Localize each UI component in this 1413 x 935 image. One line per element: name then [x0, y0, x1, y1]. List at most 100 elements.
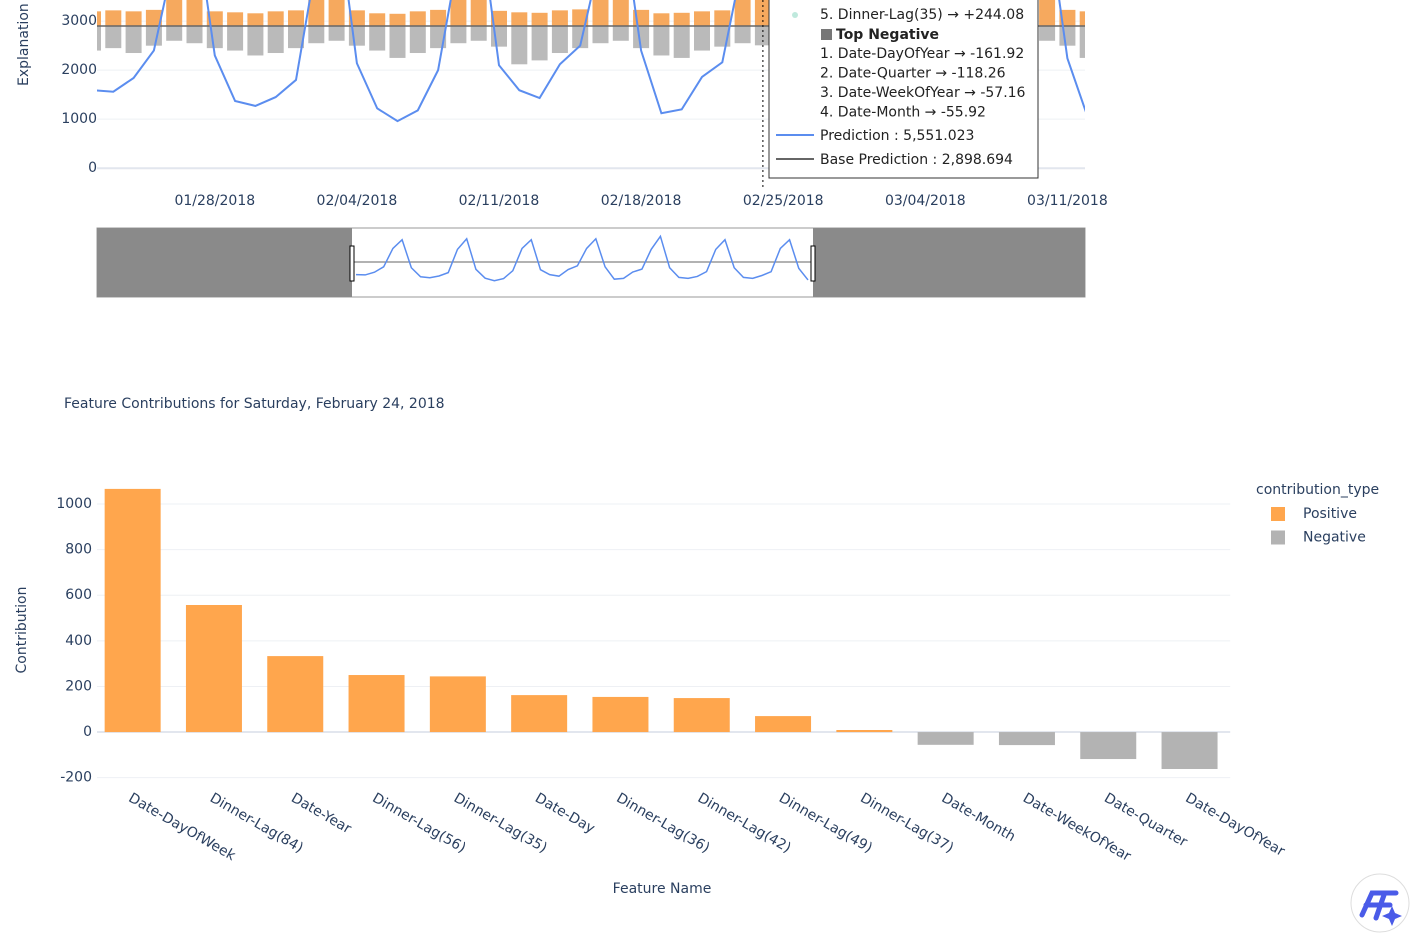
contribution-bar — [531, 12, 548, 27]
contribution-bar — [694, 26, 710, 51]
contribution-bar — [369, 26, 386, 51]
tooltip-dot — [792, 12, 798, 18]
tooltip-line: 3. Date-WeekOfYear → -57.16 — [820, 85, 1026, 101]
contribution-bar — [714, 10, 731, 27]
contribution-bar — [308, 26, 325, 44]
x-tick-label: 01/28/2018 — [174, 193, 255, 209]
contribution-bar — [673, 12, 690, 27]
contribution-bar — [409, 11, 426, 27]
contribution-bar — [450, 26, 467, 44]
contribution-bar — [125, 26, 142, 54]
contribution-bar — [592, 26, 609, 44]
contribution-bar — [450, 0, 467, 27]
legend-label[interactable]: Negative — [1303, 530, 1366, 546]
legend-swatch[interactable] — [1271, 507, 1285, 521]
x-tick-label: 03/04/2018 — [885, 193, 966, 209]
y-tick-label: 600 — [65, 587, 92, 603]
tooltip-line: 5. Dinner-Lag(35) → +244.08 — [820, 7, 1024, 23]
contribution-bar — [734, 0, 751, 27]
contribution-bar — [511, 12, 528, 27]
contribution-chart: Feature Contributions for Saturday, Febr… — [14, 396, 1379, 897]
tooltip-swatch — [821, 29, 832, 40]
assistant-button[interactable] — [1350, 873, 1410, 933]
contribution-bar — [308, 0, 325, 27]
contribution-bar — [653, 13, 670, 27]
bar — [917, 732, 974, 745]
bar — [185, 605, 242, 733]
contribution-bar — [227, 26, 244, 51]
contribution-bar — [369, 13, 386, 27]
contribution-bar — [551, 26, 568, 54]
tooltip-heading: Top Negative — [836, 27, 939, 43]
contribution-bar — [491, 10, 507, 27]
contribution-bar — [1079, 11, 1085, 27]
bar — [104, 488, 161, 733]
legend-swatch[interactable] — [1271, 530, 1285, 545]
x-tick-label: 03/11/2018 — [1027, 193, 1108, 209]
contribution-bar — [186, 26, 203, 44]
x-tick-label: 02/04/2018 — [317, 193, 398, 209]
x-tick-label: Date-DayOfYear — [1183, 790, 1288, 860]
contribution-bar — [186, 0, 203, 27]
contribution-bar — [145, 9, 162, 27]
bar — [267, 656, 324, 733]
contribution-bar — [166, 0, 183, 27]
contribution-bar — [288, 26, 304, 49]
contribution-bar — [227, 12, 244, 27]
contribution-bar — [166, 26, 183, 41]
bar — [511, 695, 568, 733]
tooltip-line: Prediction : 5,551.023 — [820, 128, 974, 144]
contribution-bar — [348, 10, 365, 27]
slider-handle[interactable] — [349, 245, 355, 282]
contribution-bar — [653, 26, 670, 56]
y-axis-title: Explanation — [16, 3, 32, 86]
y-tick-label: 0 — [83, 724, 92, 740]
bar — [673, 698, 730, 733]
contribution-bar — [409, 26, 426, 54]
legend-label[interactable]: Positive — [1303, 506, 1357, 522]
contribution-bar — [105, 10, 122, 27]
tooltip: 5. Dinner-Lag(35) → +244.08 Top Negative 1… — [768, 0, 1039, 179]
x-tick-label: 02/18/2018 — [601, 193, 682, 209]
contribution-bar — [612, 26, 629, 41]
contribution-bar — [389, 13, 406, 27]
tooltip-line: 4. Date-Month → -55.92 — [820, 105, 986, 121]
mini-line — [355, 234, 809, 282]
x-tick-label: Date-Month — [939, 790, 1018, 845]
x-tick-label: 02/25/2018 — [743, 193, 824, 209]
contribution-bar — [206, 26, 223, 49]
slider-handle[interactable] — [810, 245, 816, 282]
contribution-bar — [97, 11, 101, 27]
contribution-bar — [105, 26, 122, 49]
bar — [755, 716, 812, 733]
contribution-bar — [247, 13, 264, 27]
contribution-bar — [125, 11, 142, 27]
tooltip-box — [768, 0, 1039, 179]
x-tick-label: Date-Year — [288, 790, 354, 837]
tooltip-line: 2. Date-Quarter → -118.26 — [820, 66, 1006, 82]
chart-title: Feature Contributions for Saturday, Febr… — [64, 396, 445, 412]
bar — [348, 675, 405, 733]
slider-mask — [97, 228, 352, 297]
y-tick-label: 3000 — [61, 13, 97, 29]
contribution-bar — [288, 10, 304, 27]
x-tick-label: Date-Day — [532, 790, 597, 837]
contribution-bar — [511, 26, 528, 65]
y-tick-label: 1000 — [61, 111, 97, 127]
y-axis-title: Contribution — [14, 587, 30, 674]
contribution-bar — [328, 26, 345, 41]
y-tick-label: 2000 — [61, 62, 97, 78]
contribution-bar — [612, 0, 629, 27]
contribution-bar — [470, 26, 487, 41]
contribution-bar — [1039, 0, 1056, 27]
contribution-bar — [1059, 9, 1076, 27]
contribution-bar — [267, 11, 284, 27]
contribution-bar — [247, 26, 264, 56]
contribution-bar — [633, 26, 650, 49]
y-tick-label: -200 — [60, 770, 92, 786]
contribution-bar — [267, 26, 284, 54]
range-slider[interactable] — [96, 227, 1086, 298]
contribution-bar — [531, 26, 548, 61]
contribution-bar — [1039, 26, 1056, 41]
tooltip-line: Base Prediction : 2,898.694 — [820, 152, 1013, 168]
